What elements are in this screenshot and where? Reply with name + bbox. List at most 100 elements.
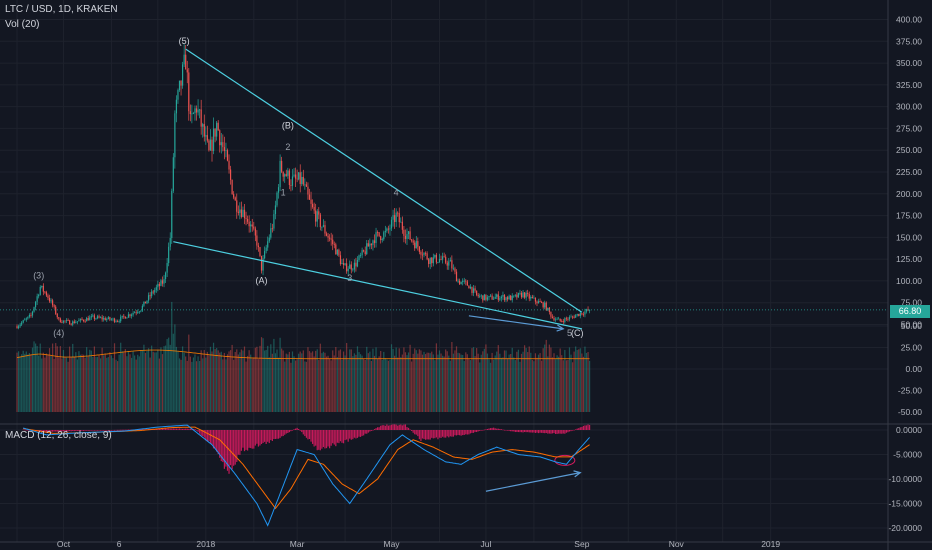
- macd-histogram-bar: [561, 430, 563, 434]
- volume-bar: [575, 346, 577, 412]
- candle-body: [203, 124, 205, 137]
- candle-body: [558, 318, 560, 320]
- volume-bar: [89, 349, 91, 412]
- macd-line: [23, 424, 590, 527]
- volume-bar: [508, 354, 510, 412]
- candle-body: [370, 243, 372, 246]
- volume-bar: [466, 354, 468, 412]
- volume-bar: [358, 352, 360, 412]
- candle-body: [138, 311, 140, 313]
- candle-body: [428, 259, 430, 264]
- candle-body: [273, 214, 275, 229]
- macd-histogram-bar: [519, 430, 521, 433]
- macd-histogram-bar: [291, 430, 294, 431]
- macd-histogram-bar: [463, 430, 465, 435]
- macd-histogram-bar: [499, 428, 501, 430]
- volume-bar: [570, 354, 572, 412]
- macd-histogram-bar: [424, 430, 427, 440]
- macd-histogram-bar: [285, 430, 287, 434]
- candle-body: [220, 142, 222, 146]
- volume-bar: [38, 355, 40, 412]
- macd-histogram-bar: [264, 430, 266, 442]
- volume-bar: [315, 350, 317, 412]
- volume-bar: [527, 352, 529, 412]
- candle-body: [366, 243, 368, 255]
- macd-histogram-bar: [361, 430, 363, 436]
- wave-label: (5): [179, 36, 190, 46]
- volume-bar: [171, 301, 173, 412]
- candle-body: [457, 280, 459, 282]
- macd-histogram-bar: [177, 428, 179, 430]
- volume-bar: [355, 354, 357, 412]
- macd-histogram-bar: [110, 430, 113, 431]
- macd-histogram-bar: [82, 430, 85, 431]
- macd-histogram-bar: [296, 427, 298, 430]
- macd-histogram-bar: [90, 430, 92, 431]
- candle-body: [414, 242, 416, 249]
- volume-bar: [267, 345, 269, 412]
- candle-body: [585, 309, 588, 312]
- candle-body: [327, 235, 329, 238]
- volume-bar: [86, 347, 88, 412]
- candle-body: [47, 295, 49, 298]
- macd-histogram-bar: [270, 430, 272, 441]
- macd-histogram-bar: [333, 430, 335, 445]
- candle-body: [400, 221, 402, 223]
- candle-body: [229, 169, 232, 180]
- symbol-title[interactable]: LTC / USD, 1D, KRAKEN: [5, 4, 118, 15]
- macd-histogram-bar: [175, 428, 178, 430]
- volume-bar: [294, 360, 297, 412]
- volume-bar: [372, 348, 374, 412]
- volume-bar: [172, 333, 174, 412]
- candle-body: [267, 241, 269, 248]
- macd-indicator-label[interactable]: MACD (12, 26, close, 9): [5, 430, 112, 441]
- candle-body: [510, 295, 512, 301]
- volume-bar: [407, 352, 410, 412]
- volume-bar: [513, 357, 515, 412]
- volume-bar: [350, 349, 352, 412]
- volume-bar: [582, 356, 585, 412]
- candle-body: [41, 285, 43, 287]
- candle-body: [89, 317, 91, 321]
- volume-bar: [482, 351, 484, 412]
- macd-histogram-bar: [279, 430, 281, 438]
- macd-histogram-bar: [188, 428, 190, 430]
- candle-body: [497, 294, 499, 300]
- volume-bar: [203, 349, 205, 412]
- candle-body: [390, 219, 393, 229]
- candle-body: [315, 210, 317, 222]
- candle-body: [539, 301, 541, 303]
- macd-histogram-bar: [587, 424, 589, 430]
- volume-bar: [205, 357, 207, 412]
- volume-indicator-label[interactable]: Vol (20): [5, 19, 40, 30]
- macd-histogram-bar: [500, 429, 502, 430]
- volume-bar: [273, 338, 275, 412]
- volume-bar: [237, 354, 239, 412]
- candle-body: [383, 232, 385, 240]
- candle-body: [480, 295, 482, 297]
- candle-body: [256, 235, 258, 246]
- macd-histogram-bar: [254, 430, 256, 446]
- volume-bar: [154, 352, 156, 412]
- volume-bar: [511, 347, 513, 412]
- macd-histogram-bar: [570, 430, 572, 432]
- volume-bar: [265, 349, 267, 412]
- candle-body: [219, 130, 221, 146]
- volume-moving-average: [16, 349, 590, 360]
- wave-label: (3): [33, 270, 44, 280]
- volume-bar: [247, 355, 249, 412]
- candle-body: [398, 213, 400, 223]
- volume-bar: [110, 355, 113, 412]
- volume-bar: [225, 359, 227, 412]
- candle-body: [212, 128, 215, 151]
- volume-bar: [322, 351, 325, 412]
- volume-bar: [202, 358, 204, 412]
- candle-body: [375, 232, 377, 243]
- macd-histogram-bar: [99, 430, 102, 431]
- candle-body: [147, 295, 150, 301]
- macd-histogram-bar: [169, 428, 171, 430]
- volume-bar: [480, 354, 482, 412]
- macd-histogram-bar: [531, 430, 533, 433]
- volume-bar: [321, 353, 323, 412]
- volume-bar: [290, 362, 292, 412]
